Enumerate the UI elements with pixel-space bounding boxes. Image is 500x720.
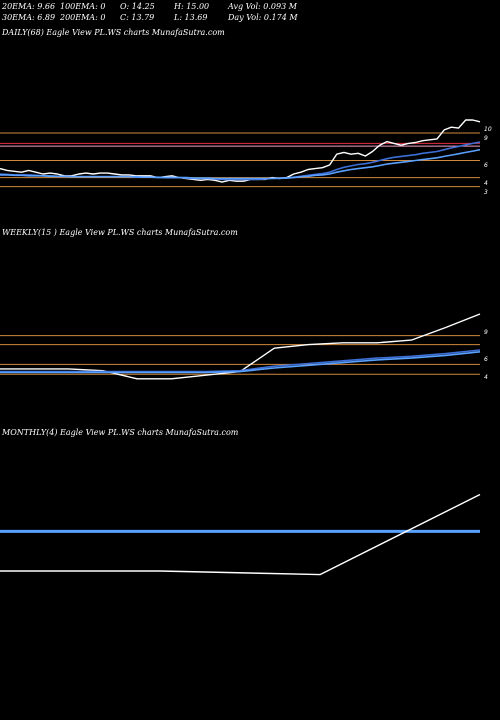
open-stat: O: 14.25 (120, 2, 155, 11)
daily-price-line (0, 119, 481, 183)
ema30-stat: 30EMA: 6.89 (2, 13, 56, 22)
daily-panel-label: DAILY(68) Eagle View PL.WS charts Munafa… (2, 28, 225, 37)
daily-y-tick-label: 9 (484, 135, 488, 142)
weekly-panel-label: WEEKLY(15 ) Eagle View PL.WS charts Muna… (2, 228, 238, 237)
ema20-stat: 20EMA: 9.66 (2, 2, 56, 11)
day-vol-stat: Day Vol: 0.174 M (228, 13, 298, 22)
ema200-stat: 200EMA: 0 (60, 13, 106, 22)
monthly-price-line (0, 493, 481, 576)
daily-chart: 10 9 6 4 3 (0, 119, 492, 196)
weekly-ema-alt-line (0, 351, 481, 374)
weekly-y-tick-label: 4 (484, 374, 488, 381)
weekly-y-tick-label: 9 (484, 329, 488, 336)
weekly-y-tick-label: 6 (484, 356, 488, 363)
daily-ema-alt-line (0, 148, 481, 180)
daily-y-tick-label: 10 (484, 126, 492, 133)
high-stat: H: 15.00 (174, 2, 210, 11)
weekly-ema-line (0, 349, 481, 373)
daily-y-tick-label: 3 (484, 189, 488, 196)
monthly-chart (0, 493, 481, 576)
close-stat: C: 13.79 (120, 13, 155, 22)
daily-y-tick-label: 4 (484, 180, 488, 187)
weekly-price-line (0, 313, 481, 380)
avg-vol-stat: Avg Vol: 0.093 M (228, 2, 297, 11)
daily-y-tick-label: 6 (484, 162, 488, 169)
ema100-stat: 100EMA: 0 (60, 2, 106, 11)
weekly-chart: 9 6 4 (0, 313, 488, 381)
low-stat: L: 13.69 (174, 13, 208, 22)
monthly-panel-label: MONTHLY(4) Eagle View PL.WS charts Munaf… (2, 428, 239, 437)
